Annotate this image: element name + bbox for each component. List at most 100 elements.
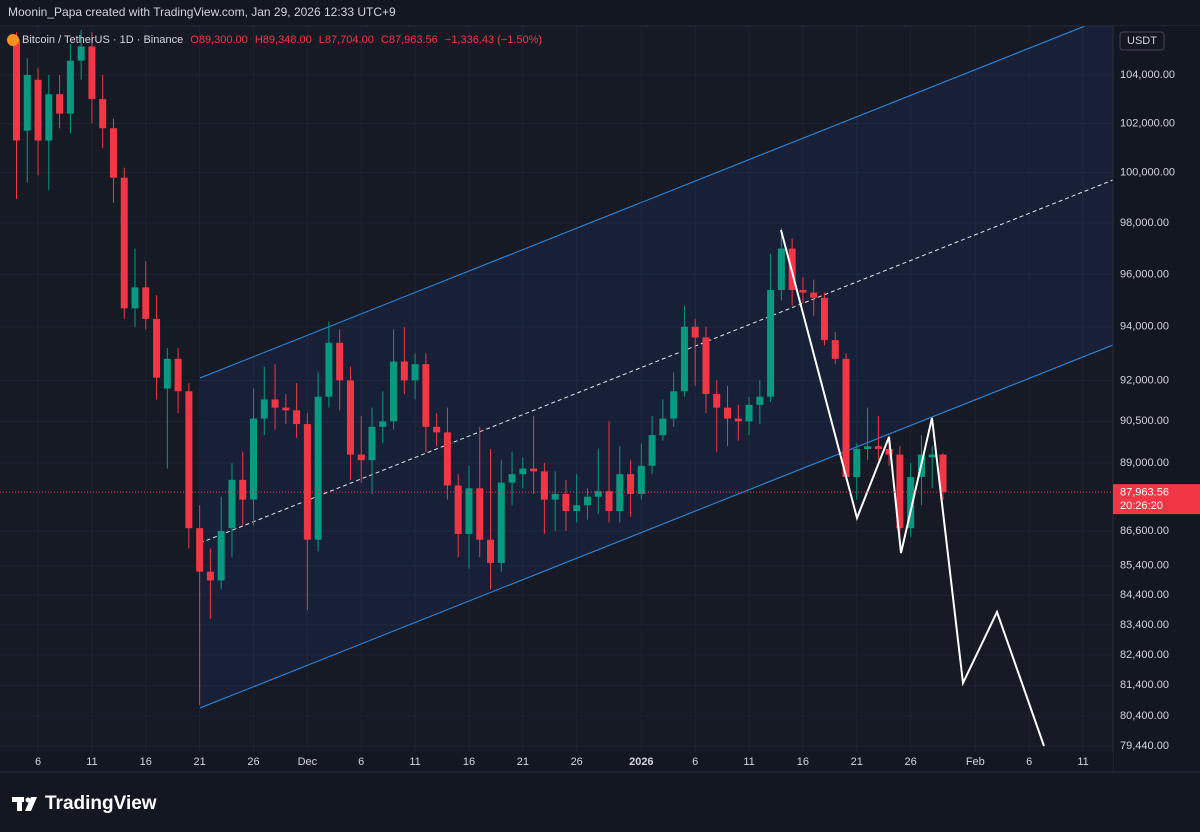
x-tick-label: Dec — [298, 756, 318, 768]
candle-body — [637, 465, 645, 494]
y-tick-label: 89,000.00 — [1120, 457, 1169, 469]
legend-low: L87,704.00 — [319, 34, 374, 46]
candle-body — [433, 426, 441, 433]
candle-body — [260, 399, 268, 419]
candle-body — [142, 287, 150, 319]
candle-body — [540, 471, 548, 500]
y-tick-label: 82,400.00 — [1120, 649, 1169, 661]
candle-body — [379, 421, 387, 427]
candle-body — [368, 426, 376, 461]
candle-body — [756, 396, 764, 405]
y-tick-label: 98,000.00 — [1120, 217, 1169, 229]
candle-body — [745, 404, 753, 422]
candle-body — [777, 248, 785, 290]
candle-body — [476, 488, 484, 540]
candle-body — [443, 432, 451, 486]
countdown: 20:26:20 — [1120, 500, 1163, 512]
candle-body — [336, 342, 344, 381]
candle-body — [314, 396, 322, 540]
x-tick-label: 11 — [86, 756, 97, 768]
candle-body — [282, 407, 290, 411]
candle-body — [45, 94, 53, 141]
x-tick-label: 21 — [517, 756, 529, 768]
time-axis — [0, 752, 1113, 772]
candle-body — [864, 446, 872, 450]
candle-body — [896, 454, 904, 529]
y-tick-label: 94,000.00 — [1120, 321, 1169, 333]
x-tick-label: 26 — [247, 756, 259, 768]
legend-open: O89,300.00 — [190, 34, 248, 46]
x-tick-label: 26 — [905, 756, 917, 768]
last-price-label: 87,963.56 — [1120, 487, 1169, 499]
candle-body — [271, 399, 279, 408]
currency-box[interactable] — [1119, 31, 1165, 51]
candle-body — [250, 418, 258, 500]
branding: TradingView — [45, 793, 157, 814]
candle-body — [519, 468, 527, 475]
candle-body — [131, 287, 139, 309]
candle-body — [670, 391, 678, 419]
candle-body — [508, 474, 516, 483]
candle-body — [573, 505, 581, 512]
y-tick-label: 86,600.00 — [1120, 525, 1169, 537]
y-tick-label: 102,000.00 — [1120, 117, 1175, 129]
candle-body — [831, 340, 839, 359]
x-tick-label: 11 — [1077, 756, 1088, 768]
candle-body — [217, 531, 225, 581]
candle-body — [842, 358, 850, 478]
legend-symbol: Bitcoin / TetherUS · 1D · Binance — [22, 34, 183, 46]
candle-body — [767, 289, 775, 397]
y-tick-label: 92,000.00 — [1120, 374, 1169, 386]
candle-body — [422, 364, 430, 427]
footer — [0, 773, 1200, 832]
x-tick-label: 6 — [1026, 756, 1032, 768]
candle-body — [713, 393, 721, 408]
candle-body — [820, 297, 828, 341]
legend-close: C87,963.56 — [381, 34, 438, 46]
candle-body — [390, 361, 398, 422]
candle-body — [77, 46, 85, 61]
y-tick-label: 83,400.00 — [1120, 619, 1169, 631]
candle-body — [594, 491, 602, 497]
candle-body — [907, 477, 915, 529]
candle-body — [659, 418, 667, 436]
candle-body — [109, 128, 117, 178]
candle-body — [454, 485, 462, 534]
price-axis — [1113, 26, 1200, 772]
projection-path — [780, 229, 1045, 747]
x-tick-label: 26 — [571, 756, 583, 768]
candle-body — [400, 361, 408, 381]
candle-body — [691, 326, 699, 338]
y-tick-label: 79,440.00 — [1120, 740, 1169, 752]
x-tick-label: 11 — [409, 756, 420, 768]
candle-body — [411, 364, 419, 381]
candle-body — [228, 479, 236, 529]
candle-body — [605, 491, 613, 512]
candle-body — [325, 342, 333, 397]
candle-body — [799, 289, 807, 293]
logo-mark — [25, 797, 37, 811]
channel-lower — [199, 344, 1114, 709]
candle-body — [293, 410, 301, 425]
candle-body — [810, 292, 818, 298]
candle-body — [583, 496, 591, 506]
y-tick-label: 81,400.00 — [1120, 679, 1169, 691]
candle-body — [163, 358, 171, 389]
candle-body — [616, 474, 624, 512]
candle-body — [648, 435, 656, 466]
channel-fill — [200, 26, 1113, 708]
x-tick-label: 6 — [358, 756, 364, 768]
x-tick-label: 21 — [851, 756, 863, 768]
candle-body — [13, 39, 20, 141]
x-tick-label: 16 — [140, 756, 152, 768]
candle-body — [465, 488, 473, 534]
last-price-box — [1113, 484, 1200, 515]
candles — [13, 29, 947, 706]
currency-label[interactable]: USDT — [1127, 35, 1157, 47]
y-tick-label: 85,400.00 — [1120, 560, 1169, 572]
candle-body — [66, 60, 74, 114]
candle-body — [530, 468, 538, 472]
candle-body — [185, 391, 193, 529]
candle-body — [120, 177, 128, 309]
